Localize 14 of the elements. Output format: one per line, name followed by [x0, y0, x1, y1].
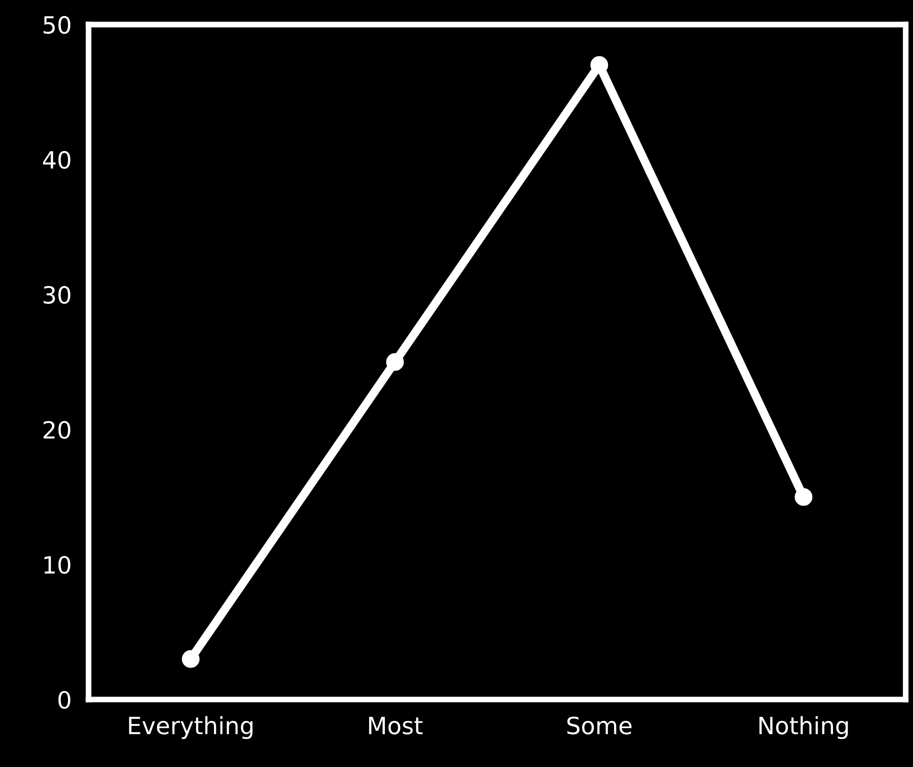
y-tick-label: 30	[44, 286, 70, 304]
point	[590, 56, 608, 74]
point	[386, 353, 404, 371]
y-tick-label: 40	[43, 150, 70, 169]
x-tick-label: Some	[567, 716, 632, 734]
y-tick-label: 50	[44, 16, 70, 34]
x-tick-label: Most	[369, 716, 423, 734]
point	[182, 650, 200, 668]
x-tick-label: Everything	[129, 716, 252, 740]
y-tick-label: 20	[44, 420, 70, 439]
x-tick-label: Nothing	[759, 716, 848, 740]
y-tick-label: 0	[58, 690, 70, 709]
y-tick-label: 10	[44, 556, 70, 574]
point	[794, 488, 812, 506]
